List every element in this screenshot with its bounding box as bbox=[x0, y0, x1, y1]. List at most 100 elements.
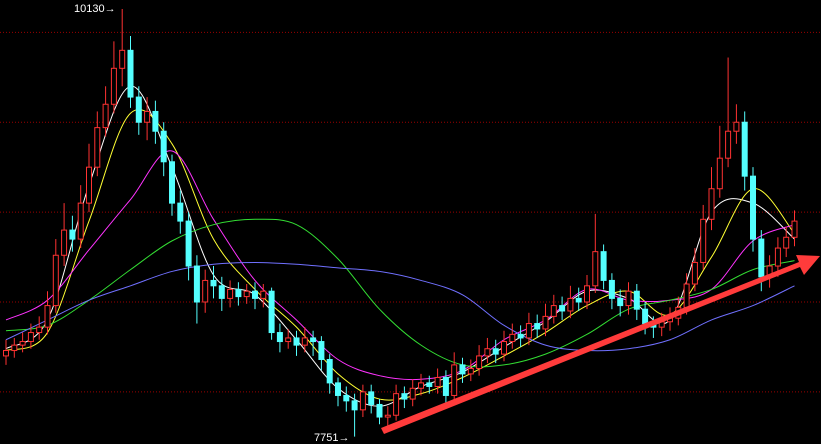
candle-body bbox=[534, 323, 541, 330]
moving-average-line bbox=[5, 108, 795, 401]
candles bbox=[3, 8, 798, 437]
candle-body bbox=[235, 288, 242, 298]
candle-body bbox=[409, 387, 416, 400]
candle-body bbox=[135, 96, 142, 123]
candle-body bbox=[393, 393, 400, 416]
moving-average-line bbox=[5, 218, 795, 368]
moving-average-line bbox=[5, 261, 795, 352]
candle-body bbox=[193, 265, 200, 303]
candle-body bbox=[202, 279, 209, 303]
candle-body bbox=[343, 394, 350, 402]
candle-body bbox=[318, 341, 325, 361]
candle-body bbox=[434, 376, 441, 387]
candle-body bbox=[401, 393, 408, 400]
candle-body bbox=[451, 364, 458, 396]
candle-body bbox=[467, 368, 474, 375]
candle-body bbox=[633, 290, 640, 310]
candle-body bbox=[501, 341, 507, 355]
candle-body bbox=[310, 337, 317, 343]
candle-body bbox=[94, 127, 101, 168]
candle-body bbox=[326, 359, 333, 384]
candle-body bbox=[351, 400, 358, 411]
candle-body bbox=[127, 49, 134, 98]
candle-body bbox=[285, 337, 292, 343]
candle-body bbox=[691, 261, 698, 285]
candle-body bbox=[459, 364, 466, 375]
candle-body bbox=[359, 391, 366, 411]
candle-body bbox=[293, 337, 300, 346]
candle-body bbox=[517, 333, 524, 339]
moving-average-line bbox=[5, 150, 795, 381]
candle-body bbox=[11, 344, 18, 352]
candle-body bbox=[376, 403, 383, 418]
candle-body bbox=[750, 175, 756, 240]
candle-body bbox=[575, 297, 582, 303]
candle-body bbox=[185, 220, 192, 267]
candle-body bbox=[102, 103, 109, 129]
candle-body bbox=[783, 236, 790, 249]
candle-body bbox=[584, 285, 590, 303]
candle-body bbox=[260, 290, 267, 299]
candle-body bbox=[110, 67, 117, 105]
candle-body bbox=[335, 382, 341, 396]
candle-body bbox=[160, 130, 167, 163]
candle-body bbox=[368, 391, 375, 405]
candle-body bbox=[492, 348, 499, 355]
candle-body bbox=[426, 382, 433, 387]
candle-body bbox=[119, 49, 126, 69]
candle-body bbox=[725, 130, 732, 159]
candle-body bbox=[484, 348, 491, 357]
candle-body bbox=[268, 290, 275, 334]
candle-body bbox=[600, 251, 607, 281]
candle-body bbox=[617, 297, 624, 307]
candle-body bbox=[44, 305, 51, 328]
candle-body bbox=[683, 283, 690, 308]
candle-body bbox=[252, 290, 258, 299]
high-annotation: 10130→ bbox=[74, 3, 116, 15]
candle-body bbox=[525, 323, 532, 339]
candle-body bbox=[625, 290, 632, 307]
candle-body bbox=[61, 229, 68, 256]
candle-body bbox=[476, 355, 483, 370]
trend-arrow bbox=[381, 255, 820, 434]
candle-body bbox=[716, 157, 723, 190]
low-annotation: 7751→ bbox=[314, 432, 349, 444]
candle-body bbox=[708, 188, 715, 220]
candle-body bbox=[509, 333, 516, 343]
candle-body bbox=[144, 110, 151, 123]
candle-body bbox=[227, 288, 234, 299]
candle-body bbox=[418, 382, 424, 389]
candle-body bbox=[218, 285, 225, 299]
candle-body bbox=[169, 161, 175, 204]
moving-averages bbox=[5, 85, 795, 407]
candle-body bbox=[52, 254, 59, 307]
candle-body bbox=[27, 332, 34, 343]
candle-body bbox=[36, 326, 43, 334]
candle-body bbox=[19, 341, 26, 346]
candle-body bbox=[774, 247, 781, 267]
candle-body bbox=[608, 279, 615, 299]
candle-body bbox=[559, 305, 566, 312]
candle-body bbox=[791, 220, 798, 238]
candle-body bbox=[69, 229, 76, 240]
candle-body bbox=[592, 251, 599, 287]
candle-body bbox=[642, 308, 649, 325]
candle-body bbox=[243, 290, 250, 298]
candle-body bbox=[741, 121, 748, 177]
candle-body bbox=[86, 166, 92, 204]
candle-body bbox=[3, 350, 9, 357]
candle-body bbox=[301, 337, 308, 346]
candle-body bbox=[152, 110, 159, 132]
candle-body bbox=[210, 279, 217, 287]
candle-body bbox=[384, 414, 391, 418]
candle-body bbox=[542, 315, 549, 330]
candle-body bbox=[276, 332, 283, 343]
candle-body bbox=[550, 305, 557, 317]
candle-body bbox=[442, 376, 449, 396]
candle-body bbox=[177, 202, 184, 222]
candle-body bbox=[567, 297, 574, 312]
candle-body bbox=[758, 238, 765, 278]
candle-body bbox=[77, 202, 84, 240]
